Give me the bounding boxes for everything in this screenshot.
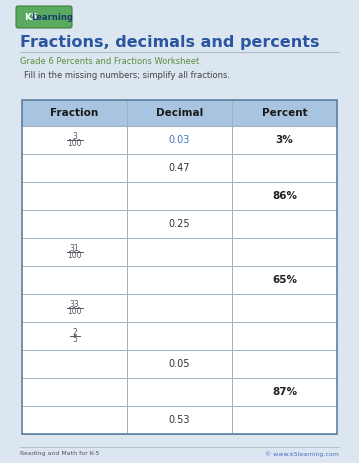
Bar bbox=[22, 350, 337, 378]
Bar bbox=[22, 238, 337, 266]
Bar bbox=[22, 266, 337, 294]
Text: 87%: 87% bbox=[272, 387, 297, 397]
Bar bbox=[22, 294, 337, 322]
Text: 65%: 65% bbox=[272, 275, 297, 285]
Text: 0.25: 0.25 bbox=[169, 219, 190, 229]
Bar bbox=[22, 210, 337, 238]
Text: 0.05: 0.05 bbox=[169, 359, 190, 369]
Bar bbox=[22, 100, 337, 126]
Text: Fill in the missing numbers; simplify all fractions.: Fill in the missing numbers; simplify al… bbox=[24, 71, 230, 81]
Bar bbox=[22, 182, 337, 210]
Text: 100: 100 bbox=[67, 139, 82, 149]
Bar bbox=[22, 378, 337, 406]
Text: Percent: Percent bbox=[262, 108, 307, 118]
Text: Learning: Learning bbox=[31, 13, 73, 21]
Text: 0.53: 0.53 bbox=[169, 415, 190, 425]
Bar bbox=[22, 322, 337, 350]
FancyBboxPatch shape bbox=[16, 6, 72, 28]
Text: 33: 33 bbox=[70, 300, 79, 309]
Text: © www.k5learning.com: © www.k5learning.com bbox=[265, 451, 339, 457]
Text: 86%: 86% bbox=[272, 191, 297, 201]
Text: 0.03: 0.03 bbox=[169, 135, 190, 145]
Text: Decimal: Decimal bbox=[156, 108, 203, 118]
Text: 2: 2 bbox=[72, 328, 77, 337]
Text: 3: 3 bbox=[72, 132, 77, 141]
Text: 5: 5 bbox=[72, 336, 77, 344]
Text: Fractions, decimals and percents: Fractions, decimals and percents bbox=[20, 35, 320, 50]
Text: Grade 6 Percents and Fractions Worksheet: Grade 6 Percents and Fractions Worksheet bbox=[20, 57, 199, 67]
Bar bbox=[22, 126, 337, 154]
Text: 100: 100 bbox=[67, 251, 82, 261]
Text: 100: 100 bbox=[67, 307, 82, 317]
Bar bbox=[22, 154, 337, 182]
Text: Fraction: Fraction bbox=[50, 108, 99, 118]
Text: 3%: 3% bbox=[276, 135, 293, 145]
Bar bbox=[22, 100, 337, 434]
Text: 0.47: 0.47 bbox=[169, 163, 190, 173]
Text: K5: K5 bbox=[24, 13, 38, 21]
Text: 31: 31 bbox=[70, 244, 79, 253]
Bar bbox=[22, 406, 337, 434]
Text: Reading and Math for K-5: Reading and Math for K-5 bbox=[20, 451, 99, 457]
